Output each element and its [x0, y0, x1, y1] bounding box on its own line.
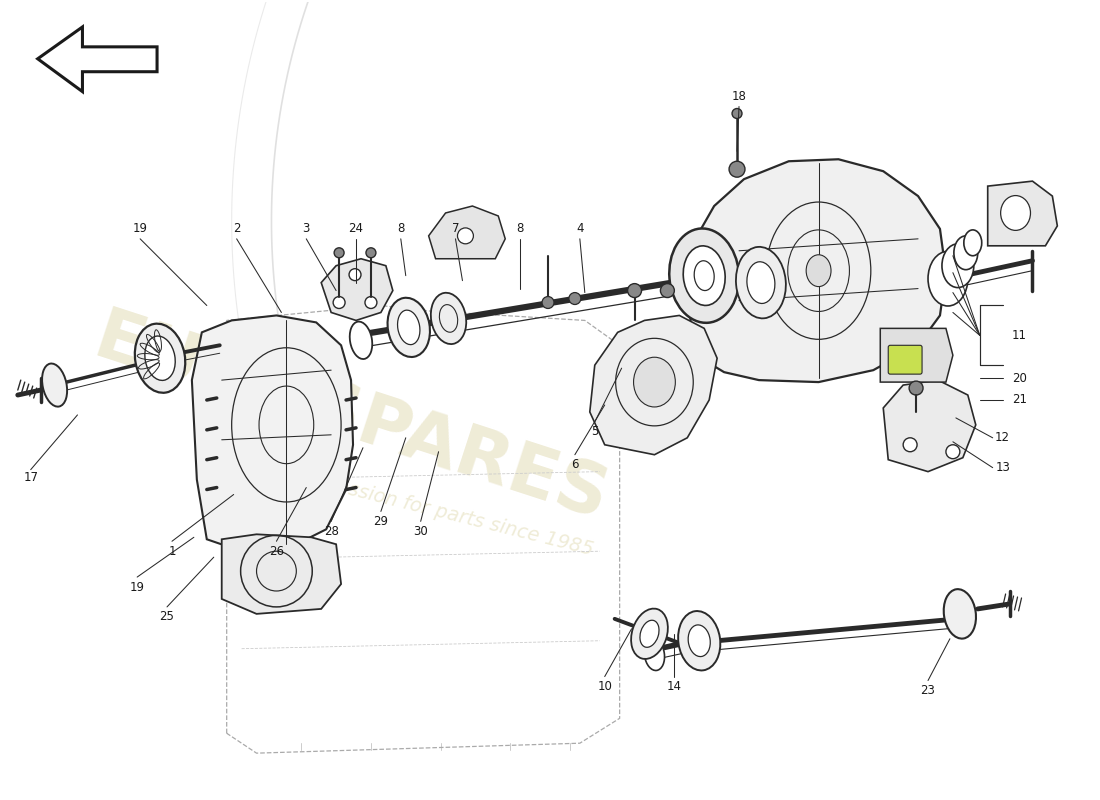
Text: 26: 26	[268, 545, 284, 558]
Text: 3: 3	[302, 222, 310, 235]
Text: 19: 19	[130, 581, 145, 594]
Circle shape	[458, 228, 473, 244]
Polygon shape	[222, 534, 341, 614]
Ellipse shape	[1001, 195, 1031, 230]
Text: 10: 10	[597, 680, 613, 693]
Text: 5: 5	[591, 426, 598, 438]
Text: 11: 11	[1012, 329, 1027, 342]
Text: 30: 30	[414, 525, 428, 538]
Text: 18: 18	[732, 90, 747, 103]
Ellipse shape	[631, 609, 668, 659]
Ellipse shape	[645, 639, 664, 670]
Text: 24: 24	[349, 222, 363, 235]
Ellipse shape	[942, 244, 974, 287]
Ellipse shape	[964, 230, 981, 256]
Ellipse shape	[431, 293, 466, 344]
Ellipse shape	[42, 363, 67, 406]
Circle shape	[349, 269, 361, 281]
Ellipse shape	[928, 251, 968, 306]
FancyBboxPatch shape	[888, 346, 922, 374]
Text: 29: 29	[373, 515, 388, 528]
Text: 25: 25	[160, 610, 175, 623]
Text: 19: 19	[133, 222, 147, 235]
Ellipse shape	[397, 310, 420, 345]
Text: 8: 8	[397, 222, 405, 235]
Polygon shape	[429, 206, 505, 258]
Text: 23: 23	[921, 684, 935, 697]
Text: a passion for parts since 1985: a passion for parts since 1985	[306, 470, 596, 559]
Ellipse shape	[145, 336, 175, 381]
Polygon shape	[590, 315, 717, 454]
Circle shape	[660, 284, 674, 298]
Ellipse shape	[683, 246, 725, 306]
Circle shape	[366, 248, 376, 258]
Ellipse shape	[350, 322, 372, 359]
Ellipse shape	[689, 625, 711, 657]
Text: 28: 28	[323, 525, 339, 538]
Ellipse shape	[954, 236, 978, 270]
Text: 8: 8	[517, 222, 524, 235]
Circle shape	[909, 381, 923, 395]
Ellipse shape	[747, 262, 774, 303]
Ellipse shape	[678, 611, 721, 670]
Text: 13: 13	[996, 461, 1010, 474]
Circle shape	[732, 109, 742, 118]
Text: EUROSPARES: EUROSPARES	[86, 304, 617, 536]
Circle shape	[569, 293, 581, 305]
Circle shape	[946, 445, 960, 458]
Text: 12: 12	[996, 431, 1010, 444]
Circle shape	[365, 297, 377, 309]
Text: 14: 14	[667, 680, 682, 693]
Circle shape	[542, 297, 554, 309]
Polygon shape	[321, 258, 393, 321]
Polygon shape	[988, 181, 1057, 246]
Ellipse shape	[944, 589, 976, 638]
Text: 1: 1	[168, 545, 176, 558]
Circle shape	[333, 297, 345, 309]
Ellipse shape	[669, 229, 739, 323]
Text: 20: 20	[1012, 372, 1027, 385]
Polygon shape	[191, 315, 353, 551]
Text: 4: 4	[576, 222, 584, 235]
Text: 17: 17	[23, 471, 38, 484]
Text: 7: 7	[452, 222, 459, 235]
Circle shape	[903, 438, 917, 452]
Ellipse shape	[640, 620, 659, 647]
Ellipse shape	[387, 298, 430, 357]
Text: 6: 6	[571, 458, 579, 471]
Circle shape	[628, 284, 641, 298]
Text: 2: 2	[233, 222, 241, 235]
Ellipse shape	[806, 254, 830, 286]
Text: 21: 21	[1012, 394, 1027, 406]
Circle shape	[729, 162, 745, 177]
Ellipse shape	[634, 358, 675, 407]
Ellipse shape	[736, 247, 785, 318]
Circle shape	[334, 248, 344, 258]
Polygon shape	[688, 159, 946, 382]
Polygon shape	[883, 380, 976, 472]
Polygon shape	[880, 328, 953, 382]
Ellipse shape	[135, 324, 185, 393]
